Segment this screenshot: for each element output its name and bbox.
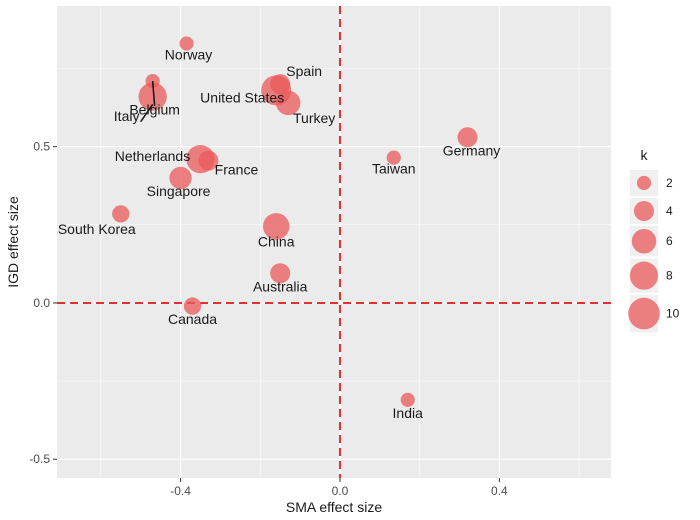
point-australia [270,263,291,284]
point-spain [270,74,291,95]
point-norway [179,36,194,51]
y-tick-label: 0.5 [33,140,50,154]
legend-label: 8 [666,269,673,283]
legend-bubble [631,229,657,254]
x-axis-title: SMA effect size [286,499,382,515]
point-label: Taiwan [372,161,416,177]
legend-bubble [629,261,659,290]
point-label: Singapore [147,183,211,199]
point-label: India [393,405,424,421]
point-turkey [275,90,301,116]
point-label: United States [200,89,284,105]
point-label: Germany [443,142,501,158]
legend-title: k [641,147,649,163]
point-china [262,213,290,240]
x-tick-label: 0.0 [332,484,349,498]
point-germany [457,127,478,148]
legend-label: 4 [666,204,673,218]
legend-label: 6 [666,234,673,248]
point-label: Norway [165,47,212,63]
y-tick-label: 0.0 [33,296,50,310]
legend-label: 10 [666,307,680,321]
point-label: Belgium [129,102,180,118]
legend-bubble [636,175,652,191]
point-label: China [258,233,295,249]
legend-bubble [628,297,660,330]
point-south-korea [112,205,130,223]
legend: k 2 4 6 8 10 [628,147,680,333]
leader-line [140,104,154,123]
point-france [198,150,219,171]
x-tick-label: 0.4 [491,484,508,498]
y-axis-title: IGD effect size [5,196,21,288]
point-label: South Korea [58,221,136,237]
x-tick-label: -0.4 [170,484,191,498]
point-label: Canada [168,311,217,327]
point-india [400,392,415,407]
point-taiwan [386,150,401,165]
leader-line [151,80,156,107]
legend-label: 2 [666,176,673,190]
point-singapore [169,166,192,190]
point-label: Netherlands [115,148,191,164]
point-label: Australia [253,278,308,294]
point-label: France [215,162,259,178]
point-label: Turkey [293,110,335,126]
point-label: Italy [114,108,140,124]
point-belgium [138,82,167,111]
point-label: Spain [286,63,322,79]
y-tick-label: -0.5 [29,452,50,466]
plot-panel [57,6,611,478]
point-canada [183,297,202,315]
legend-bubble [634,201,654,221]
